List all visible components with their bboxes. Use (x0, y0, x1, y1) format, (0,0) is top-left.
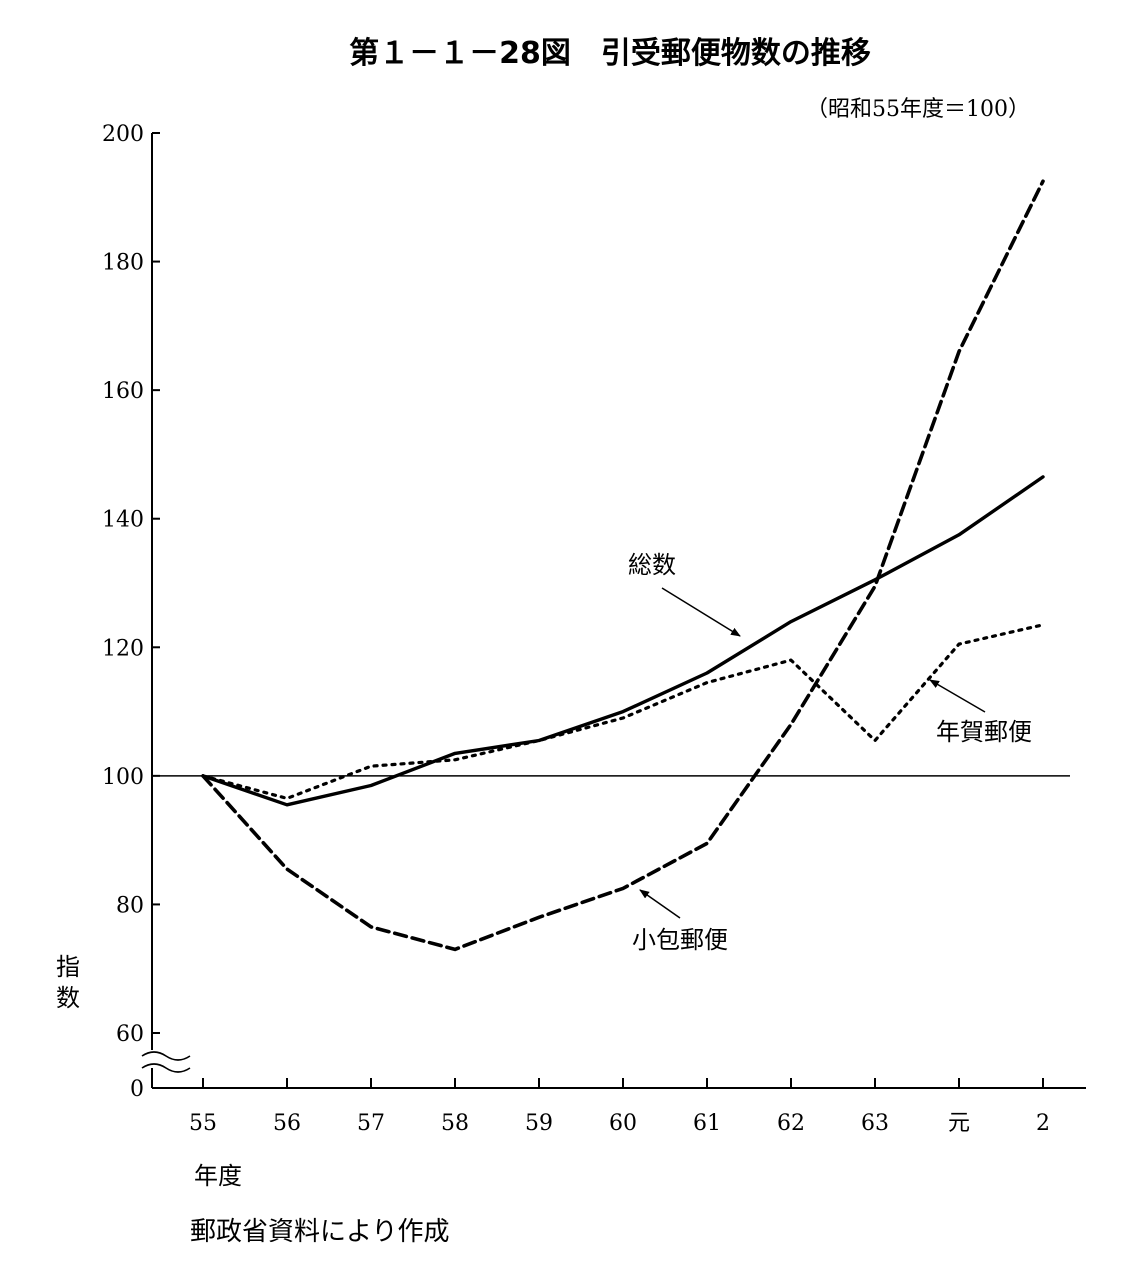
x-tick-label: 61 (693, 1111, 721, 1136)
y-tick-label: 100 (102, 765, 144, 790)
annotations: 総数 年賀郵便 小包郵便 (628, 551, 1032, 954)
x-tick-label: 59 (525, 1111, 553, 1136)
series-label-new-year-mail: 年賀郵便 (936, 718, 1032, 746)
x-axis-title: 年度 (194, 1162, 242, 1190)
x-ticks: 55 56 57 58 59 60 61 62 63 元 2 (189, 1078, 1050, 1136)
chart-title: 第１－１－28図 引受郵便物数の推移 (349, 36, 871, 71)
x-tick-label: 57 (357, 1111, 385, 1136)
x-tick-label: 元 (948, 1111, 970, 1136)
y-tick-label: 60 (116, 1022, 144, 1047)
series-line-0 (201, 475, 1045, 807)
arrow-new-year-mail (929, 679, 986, 713)
source-note: 郵政省資料により作成 (190, 1217, 449, 1247)
x-tick-label: 63 (861, 1111, 889, 1136)
axis-break-mark (141, 1051, 191, 1073)
x-tick-label: 56 (273, 1111, 301, 1136)
y-tick-label: 80 (116, 893, 144, 918)
series-layer (201, 179, 1045, 952)
y-tick-label: 0 (130, 1077, 144, 1102)
x-tick-label: 2 (1036, 1111, 1050, 1136)
x-tick-label: 58 (441, 1111, 469, 1136)
series-line-2 (201, 179, 1045, 952)
chart-subtitle: （昭和55年度＝100） (806, 97, 1030, 122)
x-tick-label: 60 (609, 1111, 637, 1136)
y-axis-title-char-2: 数 (56, 984, 80, 1012)
y-axis-title: 指 数 (56, 953, 80, 1012)
x-tick-label: 62 (777, 1111, 805, 1136)
series-label-total: 総数 (628, 551, 676, 579)
x-tick-label: 55 (189, 1111, 217, 1136)
y-tick-label: 140 (102, 508, 144, 533)
y-tick-label: 180 (102, 251, 144, 276)
y-ticks: 0 60 80 100 120 140 160 180 200 (102, 122, 160, 1102)
y-tick-label: 200 (102, 122, 144, 147)
y-tick-label: 120 (102, 636, 144, 661)
y-axis-title-char-1: 指 (56, 953, 80, 981)
arrow-parcel-mail (639, 889, 681, 919)
arrow-total (661, 587, 741, 637)
y-tick-label: 160 (102, 379, 144, 404)
series-label-parcel-mail: 小包郵便 (632, 926, 728, 954)
y-axis (141, 132, 191, 1088)
